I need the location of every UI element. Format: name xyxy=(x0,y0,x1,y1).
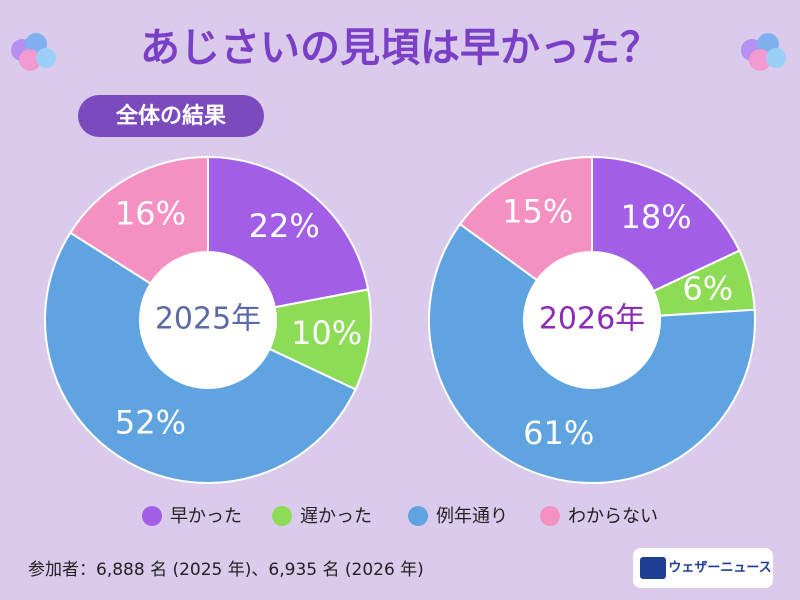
legend: 早かった 遅かった 例年通り わからない xyxy=(142,506,658,527)
slice xyxy=(44,231,357,484)
value-label: 18% xyxy=(620,198,691,236)
logo-icon xyxy=(640,557,666,579)
value-label: 61% xyxy=(523,414,594,452)
legend-swatch xyxy=(540,506,560,526)
logo: ウェザーニュース xyxy=(668,561,771,576)
title: あじさいの見頃は早かった？ xyxy=(140,25,660,71)
donut-hole xyxy=(524,252,660,388)
value-label: 6% xyxy=(682,269,733,307)
value-label: 16% xyxy=(115,194,186,232)
center-label: 2026年 xyxy=(539,302,645,337)
value-label: 52% xyxy=(115,404,186,442)
donut-hole xyxy=(140,252,276,388)
legend-label: 遅かった xyxy=(300,506,372,527)
legend-swatch xyxy=(142,506,162,526)
value-label: 10% xyxy=(291,314,362,352)
value-label: 15% xyxy=(502,193,573,231)
logo-bg xyxy=(633,548,773,588)
legend-swatch xyxy=(408,506,428,526)
footnote: 参加者：6,888 名 (2025 年)、6,935 名 (2026 年) xyxy=(28,560,424,580)
legend-label: わからない xyxy=(568,506,658,527)
legend-swatch xyxy=(272,506,292,526)
legend-label: 例年通り xyxy=(436,506,508,527)
center-label: 2025年 xyxy=(155,302,261,337)
badge: 全体の結果 xyxy=(115,103,226,129)
value-label: 22% xyxy=(249,207,320,245)
hydrangea-left xyxy=(11,33,56,71)
slice xyxy=(207,155,370,309)
badge-bg xyxy=(78,95,264,137)
hydrangea-right xyxy=(741,33,786,71)
legend-label: 早かった xyxy=(170,506,242,527)
